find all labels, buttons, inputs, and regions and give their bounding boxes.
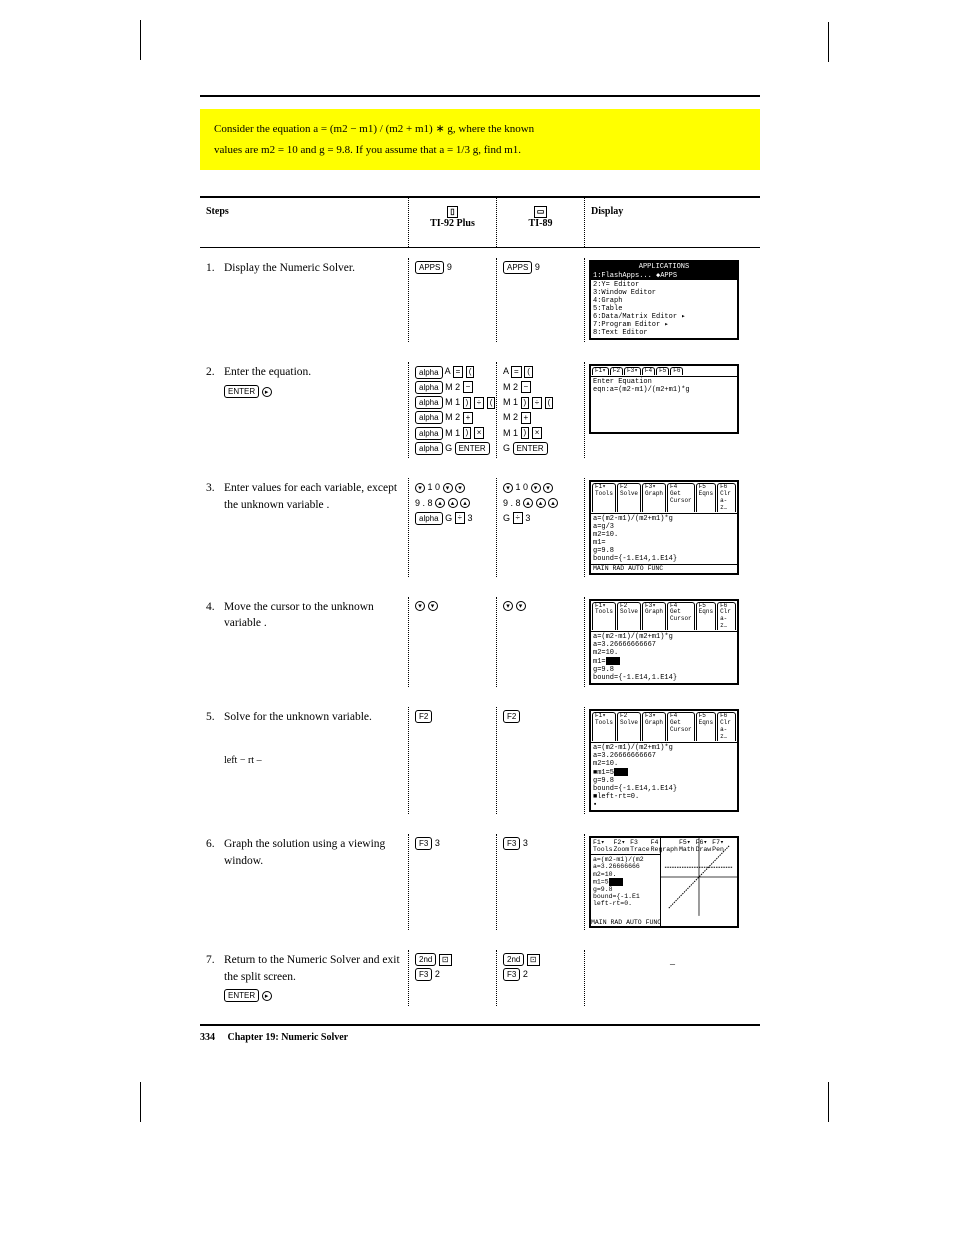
page-number: 334 — [200, 1032, 215, 1043]
example-box: Consider the equation a = (m2 − m1) / (m… — [200, 109, 760, 170]
table-body: 1. Display the Numeric Solver. APPS 9 AP… — [200, 248, 760, 1016]
table-row: 2. Enter the equation.ENTER ▸ alpha A = … — [200, 352, 760, 468]
th-ti89: ▭ TI-89 — [496, 198, 584, 247]
page-content: Consider the equation a = (m2 − m1) / (m… — [200, 95, 760, 1043]
table-row: 7. Return to the Numeric Solver and exit… — [200, 940, 760, 1016]
crop-mark — [828, 22, 848, 62]
calc-icon: ▭ — [534, 206, 548, 218]
th-steps: Steps — [200, 198, 408, 247]
table-row: 3. Enter values for each variable, excep… — [200, 468, 760, 586]
calc-icon: ▯ — [447, 206, 457, 218]
table-row: 5. Solve for the unknown variable.left −… — [200, 697, 760, 824]
page-footer: 334 Chapter 19: Numeric Solver — [200, 1024, 760, 1043]
table-row: 4. Move the cursor to the unknown variab… — [200, 587, 760, 698]
th-ti89-label: TI-89 — [529, 218, 553, 229]
table-row: 1. Display the Numeric Solver. APPS 9 AP… — [200, 248, 760, 352]
crop-mark — [140, 1082, 160, 1122]
chapter-title: Chapter 19: Numeric Solver — [228, 1032, 349, 1043]
table-header: Steps ▯ TI-92 Plus ▭ TI-89 Display — [200, 198, 760, 248]
top-rule — [200, 95, 760, 97]
table-row: 6. Graph the solution using a viewing wi… — [200, 824, 760, 940]
crop-mark — [828, 1082, 848, 1122]
example-text: Consider the equation a = (m2 − m1) / (m… — [214, 121, 746, 138]
example-text-2: values are m2 = 10 and g = 9.8. If you a… — [214, 142, 746, 159]
th-ti92-label: TI-92 Plus — [430, 218, 475, 229]
th-ti92: ▯ TI-92 Plus — [408, 198, 496, 247]
th-display: Display — [584, 198, 760, 247]
crop-mark — [140, 20, 160, 60]
